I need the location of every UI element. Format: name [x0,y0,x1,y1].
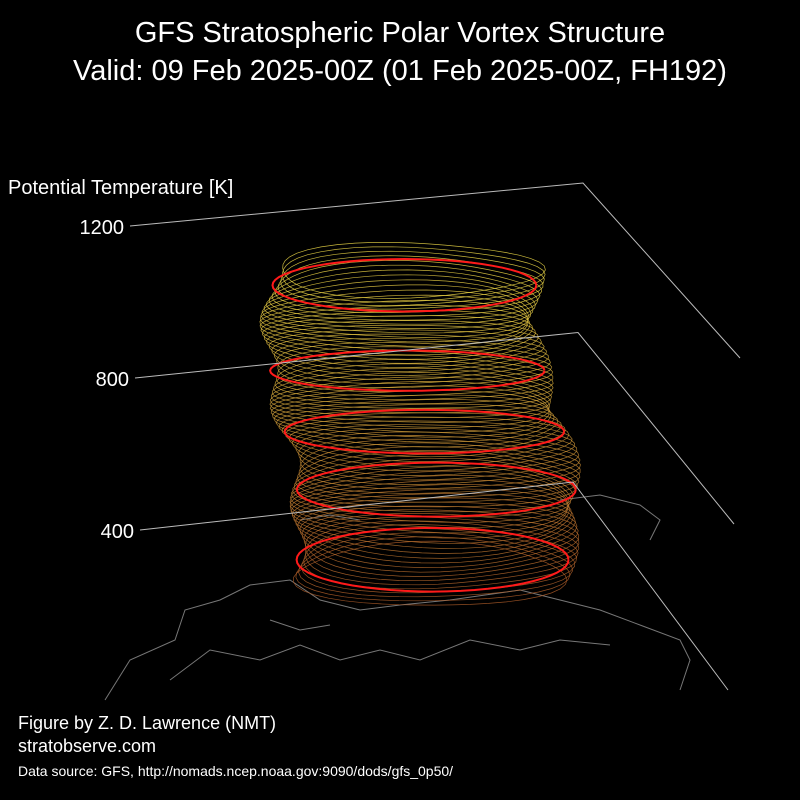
vortex-layer [273,363,554,405]
vortex-layer [270,390,550,433]
vortex-edge [295,526,570,593]
vortex-layer [295,427,578,476]
coastline [104,579,691,701]
vortex-layer [288,420,573,467]
vortex-layer [277,346,553,389]
vortex-layer [262,315,536,360]
vortex-layer [266,274,536,325]
vortex-layer [260,289,530,338]
vortex-layer [303,513,580,577]
vortex-layer [269,385,550,428]
vortex-layer [295,536,571,602]
vortex-layer [292,540,568,606]
coastline [269,494,661,631]
vortex-layer [271,367,553,409]
vortex-layer [289,470,570,528]
vortex-layer [276,342,551,385]
vortex-layer [298,431,580,481]
vortex-layer [291,488,572,549]
vortex-layer [295,497,576,559]
vortex-edge [269,349,546,392]
vortex-layer [268,269,539,321]
vortex-layer [293,493,574,554]
vortex-layer [299,435,581,485]
vortex-layer [290,466,572,523]
vortex-layer [281,412,566,458]
credit: stratobserve.com [18,736,156,756]
vortex-layer [259,294,529,343]
vortex-layer [282,242,546,299]
vortex-layer [263,279,534,329]
credit: Figure by Z. D. Lawrence (NMT) [18,713,276,733]
vortex-edge [283,408,566,455]
grid-line [129,182,741,359]
vortex-layer [290,479,569,539]
chart-title: GFS Stratospheric Polar Vortex Structure [135,17,665,49]
vortex [259,242,581,606]
z-tick-label: 800 [96,369,129,391]
vortex-edge [295,461,577,518]
vortex-layer [268,329,545,372]
vortex-layer [299,505,579,568]
vortex-layer [293,453,578,508]
axis-label: Potential Temperature [K] [8,177,233,199]
map [104,494,691,701]
vortex-layer [280,250,545,306]
grid-line [134,331,735,525]
vortex-edge [271,257,538,313]
vortex-layer [274,337,549,381]
vortex-layer [271,333,547,377]
vortex-layer [260,310,533,356]
z-tick-label: 1200 [80,217,125,239]
vortex-layer [272,394,552,438]
vortex-layer [285,416,570,462]
credit: Data source: GFS, http://nomads.ncep.noa… [18,763,453,779]
vortex-layer [271,264,541,317]
vortex-layer [264,320,539,364]
z-tick-label: 400 [101,521,134,543]
grid-line [139,481,729,691]
vortex-layer [274,260,543,313]
vortex-layer [299,438,581,490]
vortex-layer [305,520,579,586]
vortex-layer [261,284,532,334]
chart-subtitle: Valid: 09 Feb 2025-00Z (01 Feb 2025-00Z,… [73,55,727,87]
vortex-layer [278,408,562,453]
coastline [169,639,611,681]
